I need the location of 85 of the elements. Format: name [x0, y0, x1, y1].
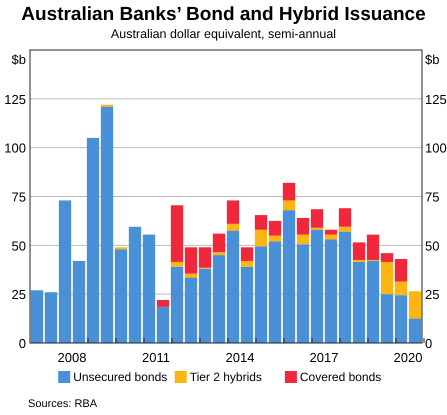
y-axis-title: $b [12, 52, 26, 67]
bar [268, 220, 282, 236]
bar [394, 259, 408, 282]
bar [296, 234, 310, 244]
y2-axis-title: $b [425, 52, 440, 67]
bar [226, 224, 240, 231]
bar [394, 295, 408, 343]
bar [100, 106, 114, 343]
y-tick-label: 0 [18, 336, 26, 351]
x-tick-label: 2020 [394, 350, 422, 365]
bar [240, 260, 254, 267]
bar [254, 246, 268, 343]
bar [380, 262, 394, 294]
bar [240, 247, 254, 261]
bar [310, 209, 324, 228]
bar [254, 215, 268, 230]
y2-tick-label: 25 [425, 287, 440, 302]
bar [282, 210, 296, 343]
bar [198, 247, 212, 268]
legend-label: Tier 2 hybrids [190, 370, 262, 384]
bar [156, 300, 170, 307]
x-tick-label: 2014 [226, 350, 254, 365]
y-tick-label: 25 [12, 287, 26, 302]
bar [72, 260, 86, 343]
bar [380, 253, 394, 262]
y-tick-label: 75 [12, 190, 26, 204]
bar [408, 291, 422, 319]
y2-tick-label: 75 [425, 190, 440, 204]
bar [114, 249, 128, 343]
bar [282, 200, 296, 210]
y2-tick-label: 50 [425, 238, 440, 254]
bar [44, 292, 58, 343]
bar [226, 200, 240, 224]
bar [212, 255, 226, 343]
legend-label: Covered bonds [300, 370, 382, 384]
bar [254, 230, 268, 246]
bar [324, 234, 338, 240]
source-note: Sources: RBA [28, 398, 98, 410]
chart-subtitle: Australian dollar equivalent, semi-annual [110, 27, 336, 41]
bar [338, 226, 352, 232]
bar [394, 281, 408, 296]
bar [282, 182, 296, 200]
bar [240, 266, 254, 343]
x-tick-label: 2008 [58, 350, 86, 365]
bar [226, 230, 240, 343]
chart-title: Australian Banks’ Bond and Hybrid Issuance [21, 4, 426, 25]
bar [30, 290, 44, 343]
bar [170, 205, 184, 262]
y2-tick-label: 0 [425, 336, 432, 351]
bar [296, 244, 310, 343]
x-tick-label: 2011 [142, 350, 170, 365]
x-tick-label: 2017 [310, 350, 338, 365]
bar [184, 274, 198, 278]
bar [268, 236, 282, 242]
bar [156, 306, 170, 343]
bar [198, 268, 212, 343]
bar [380, 294, 394, 343]
bar [170, 262, 184, 267]
bar [212, 234, 226, 252]
bar [86, 138, 100, 343]
bar [366, 234, 380, 260]
bar [170, 266, 184, 343]
bar [338, 208, 352, 227]
y-tick-label: 50 [12, 238, 26, 254]
legend-label: Unsecured bonds [73, 370, 168, 384]
bar [268, 241, 282, 343]
bar [128, 226, 142, 343]
y2-tick-label: 100 [425, 140, 447, 156]
y2-tick-label: 125 [425, 92, 447, 107]
bar [338, 232, 352, 343]
bar [184, 278, 198, 343]
bar [408, 318, 422, 343]
bar [352, 242, 366, 260]
y-tick-label: 125 [4, 92, 26, 107]
bar [58, 200, 72, 343]
bar [142, 234, 156, 343]
bar [184, 247, 198, 274]
bar [296, 218, 310, 235]
y-tick-label: 100 [4, 140, 26, 156]
bar [324, 230, 338, 235]
bar [324, 239, 338, 343]
bar [352, 262, 366, 343]
bar [212, 252, 226, 256]
bar [310, 230, 324, 343]
bar [366, 260, 380, 343]
